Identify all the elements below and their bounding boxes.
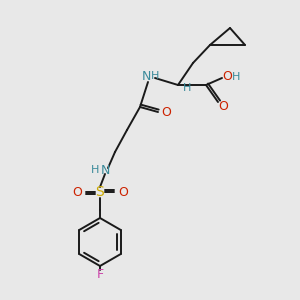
Text: H: H: [151, 71, 159, 81]
Text: H: H: [91, 165, 99, 175]
Text: N: N: [141, 70, 151, 83]
Text: O: O: [222, 70, 232, 83]
Text: S: S: [96, 185, 104, 199]
Text: H: H: [183, 83, 191, 93]
Text: O: O: [72, 185, 82, 199]
Text: O: O: [161, 106, 171, 119]
Text: O: O: [118, 185, 128, 199]
Text: N: N: [100, 164, 110, 176]
Text: H: H: [232, 72, 240, 82]
Text: O: O: [218, 100, 228, 112]
Text: F: F: [96, 268, 103, 281]
